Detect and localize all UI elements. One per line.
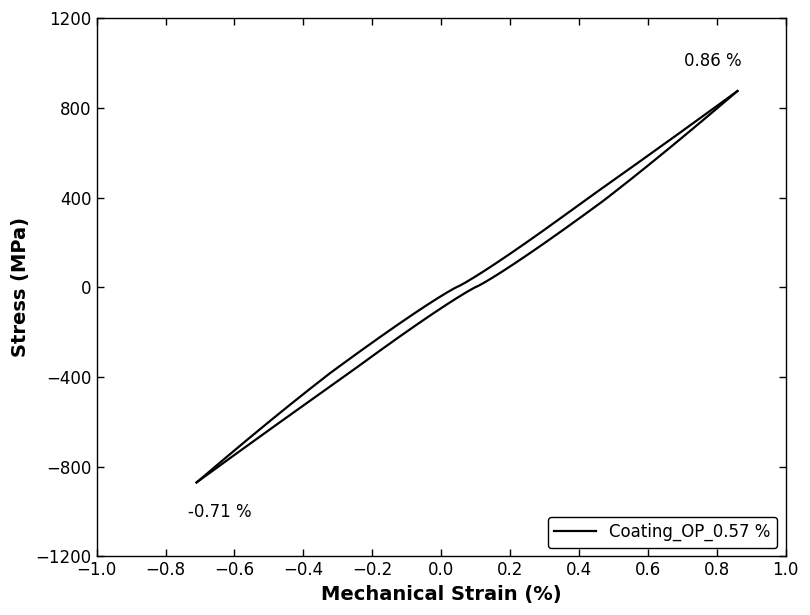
Text: -0.71 %: -0.71 % xyxy=(188,502,252,521)
Text: 0.86 %: 0.86 % xyxy=(684,52,742,69)
Legend: Coating_OP_0.57 %: Coating_OP_0.57 % xyxy=(548,517,778,548)
Y-axis label: Stress (MPa): Stress (MPa) xyxy=(11,217,30,357)
X-axis label: Mechanical Strain (%): Mechanical Strain (%) xyxy=(321,585,561,604)
